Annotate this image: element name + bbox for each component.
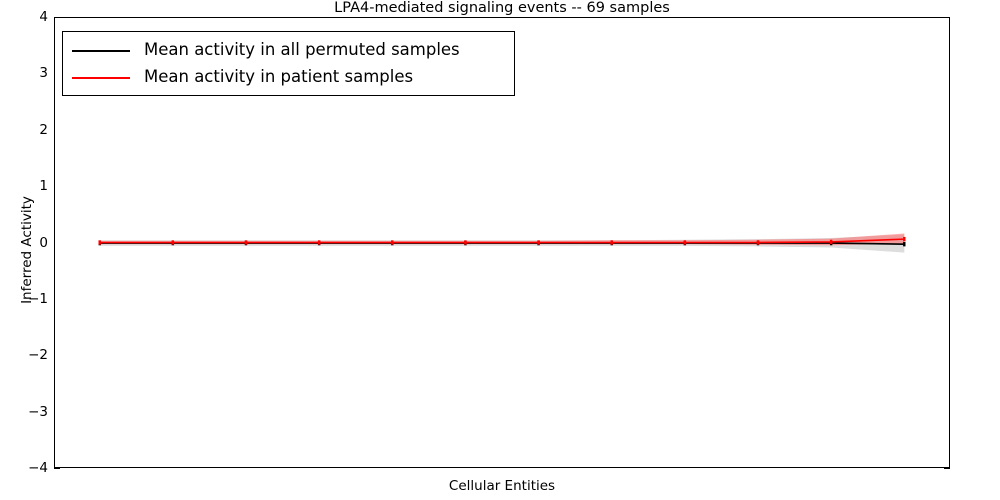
y-tick-label: −4	[28, 460, 48, 476]
legend-item: Mean activity in patient samples	[63, 64, 514, 91]
series-marker	[903, 236, 906, 242]
y-tick-label: −2	[28, 347, 48, 364]
legend-swatch-permuted	[72, 49, 130, 52]
legend-item: Mean activity in all permuted samples	[63, 37, 514, 64]
y-tick-label: 2	[39, 121, 48, 138]
y-tick-label: −1	[28, 290, 48, 307]
series-marker	[317, 240, 321, 245]
series-marker	[610, 240, 613, 245]
series-marker	[244, 240, 248, 245]
chart-legend: Mean activity in all permuted samples Me…	[62, 31, 515, 96]
y-tick-mark	[944, 468, 950, 469]
series-marker	[829, 239, 833, 245]
series-line	[99, 238, 905, 244]
y-tick-label: 0	[39, 234, 48, 251]
series-marker	[683, 240, 687, 245]
y-tick-label: −3	[28, 403, 48, 420]
series-marker	[464, 240, 467, 245]
y-tick-label: 1	[39, 178, 48, 195]
series-marker	[537, 240, 540, 245]
x-axis-label: Cellular Entities	[448, 478, 556, 494]
legend-label-patient: Mean activity in patient samples	[144, 67, 414, 87]
y-tick-label: 4	[39, 9, 48, 25]
plot-svg	[98, 233, 906, 253]
series-marker	[171, 240, 175, 245]
series-lines	[98, 236, 906, 247]
y-tick-mark	[54, 468, 60, 469]
legend-swatch-patient	[72, 76, 130, 79]
series-marker	[903, 241, 906, 247]
y-tick-label: 3	[39, 65, 48, 82]
legend-label-permuted: Mean activity in all permuted samples	[144, 40, 460, 60]
chart-title: LPA4-mediated signaling events -- 69 sam…	[334, 0, 670, 16]
series-marker	[756, 240, 760, 245]
series-marker	[98, 240, 101, 245]
series-marker	[391, 240, 394, 245]
